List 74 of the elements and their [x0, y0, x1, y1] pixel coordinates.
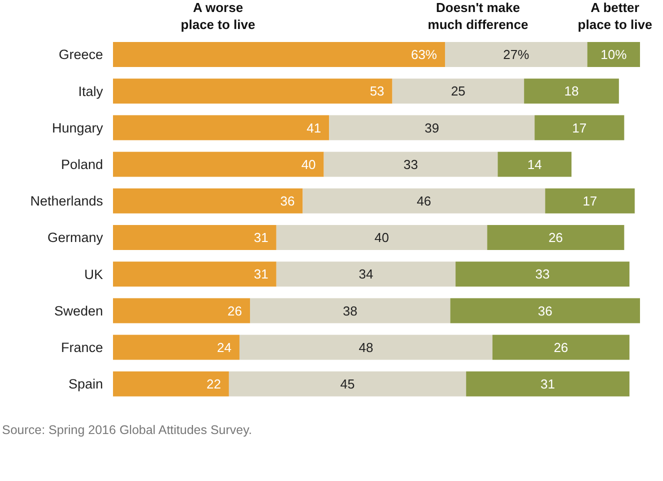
- data-label: 40: [374, 230, 390, 246]
- data-label: 17: [572, 120, 587, 136]
- bar: [113, 152, 324, 177]
- bar: [250, 298, 450, 324]
- bar: [113, 225, 276, 250]
- data-label: 39: [424, 120, 440, 136]
- data-label: 41: [306, 120, 322, 136]
- bar: [276, 225, 488, 250]
- y-tick-label: Sweden: [54, 303, 103, 318]
- bar: [445, 42, 588, 67]
- data-label: 63%: [410, 47, 438, 62]
- bar: [545, 188, 635, 214]
- bar: [487, 225, 624, 250]
- y-tick-label: Hungary: [52, 120, 104, 136]
- series-label: Doesn't make much difference: [428, 0, 528, 32]
- bar: [228, 371, 466, 396]
- data-label: 36: [538, 303, 552, 318]
- data-label: 26: [228, 303, 242, 318]
- source-note: Source: Spring 2016 Global Attitudes Survey.: [2, 423, 252, 437]
- data-label: 34: [358, 266, 374, 282]
- bar: [456, 262, 630, 287]
- bar: [329, 115, 535, 140]
- bar: [302, 188, 546, 214]
- bar: [113, 298, 250, 324]
- data-label: 46: [416, 193, 432, 208]
- y-tick-label: Netherlands: [30, 194, 104, 209]
- data-label: 18: [564, 84, 579, 99]
- bar: [113, 42, 446, 67]
- data-label: 33: [404, 156, 418, 172]
- y-tick-label: Spain: [68, 376, 103, 392]
- y-tick-label: France: [60, 340, 103, 356]
- bar: [392, 78, 524, 104]
- data-label: 26: [548, 230, 563, 246]
- bar: [466, 371, 630, 396]
- data-label: 27%: [503, 47, 530, 62]
- y-tick-label: Greece: [58, 47, 103, 62]
- series-label: A better place to live: [578, 0, 652, 32]
- bar: [524, 78, 619, 104]
- data-label: 17: [582, 193, 598, 208]
- data-label: 22: [206, 376, 221, 392]
- data-label: 31: [254, 266, 268, 282]
- bar: [276, 262, 456, 287]
- y-tick-label: Italy: [78, 84, 104, 99]
- bar: [450, 298, 640, 324]
- data-label: 45: [340, 376, 355, 392]
- data-label: 31: [540, 376, 556, 392]
- bar: [587, 42, 640, 67]
- bar: [113, 371, 229, 396]
- bar: [113, 78, 392, 104]
- bar: [492, 334, 630, 360]
- data-label: 10%: [600, 47, 628, 62]
- data-label: 53: [370, 84, 384, 99]
- data-label: 33: [535, 266, 550, 282]
- data-label: 24: [217, 340, 232, 355]
- bar: [113, 334, 240, 360]
- bar: [239, 334, 492, 360]
- bar: [113, 115, 330, 140]
- bar: [534, 115, 624, 140]
- y-tick-label: Poland: [60, 157, 103, 172]
- series-label: A worse place to live: [180, 0, 256, 32]
- data-label: 36: [280, 193, 295, 208]
- bar: [113, 262, 276, 287]
- data-label: 14: [527, 156, 542, 172]
- data-label: 48: [358, 340, 374, 355]
- data-label: 40: [301, 156, 316, 172]
- data-label: 31: [254, 230, 268, 246]
- data-label: 26: [554, 340, 568, 355]
- bar: [498, 152, 572, 177]
- data-label: 38: [342, 303, 358, 318]
- bar: [324, 152, 498, 177]
- y-tick-label: Germany: [47, 230, 104, 246]
- data-label: 25: [450, 84, 466, 99]
- bar: [113, 188, 303, 214]
- y-tick-label: UK: [84, 266, 103, 282]
